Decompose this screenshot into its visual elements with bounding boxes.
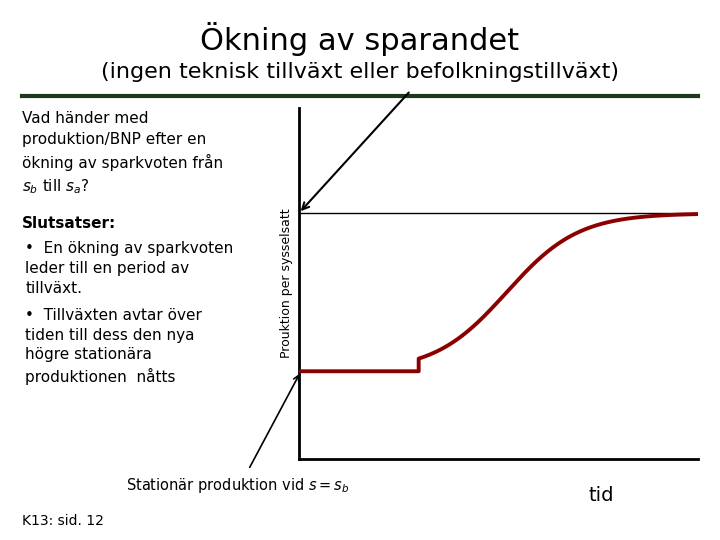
Text: tid: tid [588, 486, 614, 505]
Text: K13: sid. 12: K13: sid. 12 [22, 514, 104, 528]
Text: •  En ökning av sparkvoten
leder till en period av
tillväxt.: • En ökning av sparkvoten leder till en … [25, 241, 233, 296]
Text: Stationär produktion vid $s=s_a$: Stationär produktion vid $s=s_a$ [432, 111, 655, 130]
Text: Slutsatser:: Slutsatser: [22, 216, 116, 231]
Text: Stationär produktion vid $s=s_b$: Stationär produktion vid $s=s_b$ [126, 476, 349, 495]
Text: Ökning av sparandet: Ökning av sparandet [200, 22, 520, 56]
Text: •  Tillväxten avtar över
tiden till dess den nya
högre stationära
produktionen  : • Tillväxten avtar över tiden till dess … [25, 308, 202, 385]
Text: (ingen teknisk tillväxt eller befolkningstillväxt): (ingen teknisk tillväxt eller befolkning… [101, 62, 619, 82]
Y-axis label: Prouktion per sysselsatt: Prouktion per sysselsatt [280, 208, 293, 359]
Text: Vad händer med
produktion/BNP efter en
ökning av sparkvoten från
$s_b$ till $s_a: Vad händer med produktion/BNP efter en ö… [22, 111, 222, 197]
